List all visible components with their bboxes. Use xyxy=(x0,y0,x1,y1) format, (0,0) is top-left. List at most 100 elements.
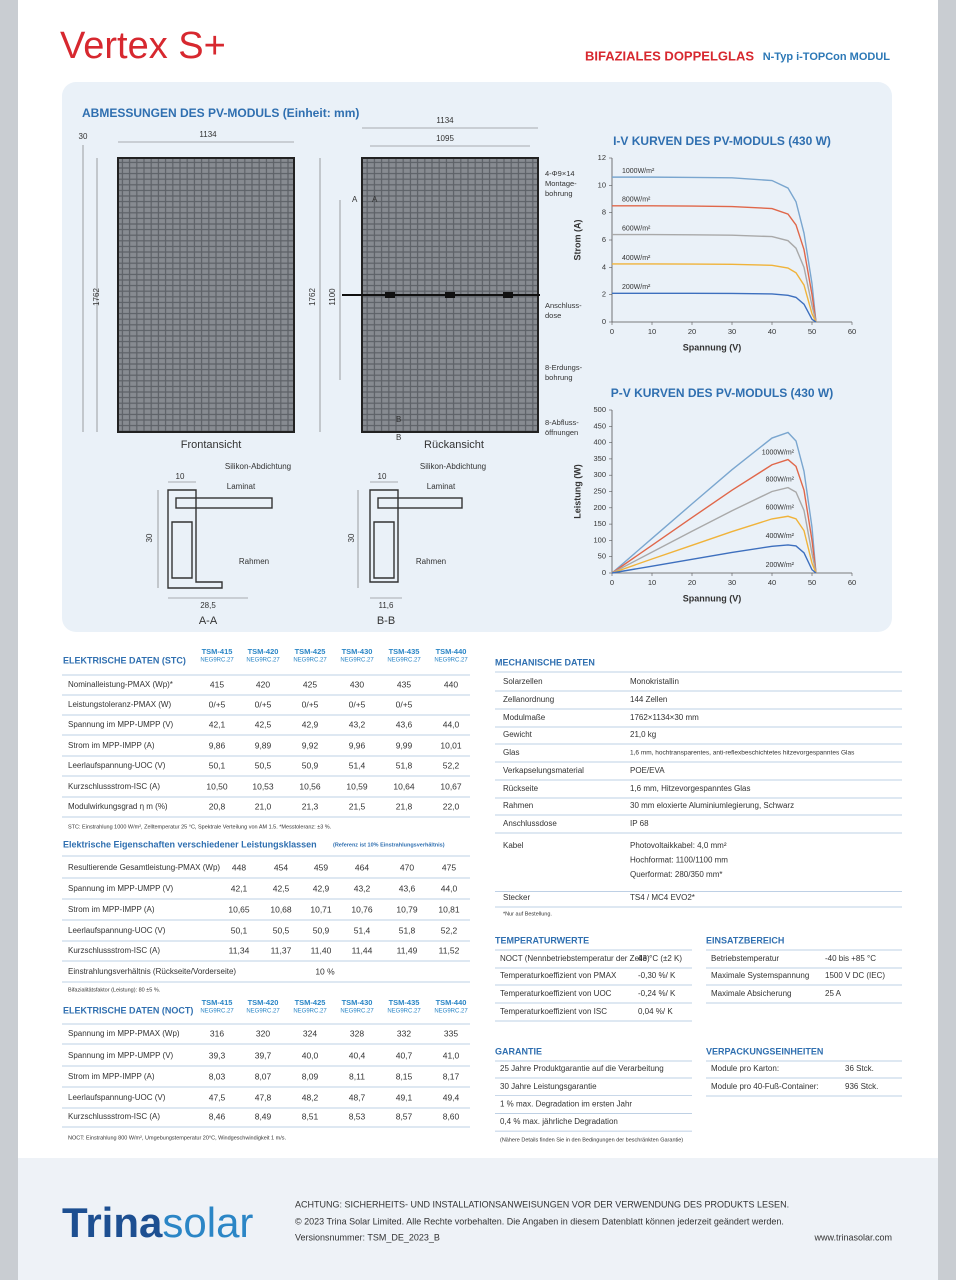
cell: 10,79 xyxy=(396,904,418,914)
cell: 21,5 xyxy=(349,801,366,811)
product-type: N-Typ i-TOPCon MODUL xyxy=(763,51,891,63)
table-title: EINSATZBEREICH xyxy=(706,935,784,945)
series-line xyxy=(612,292,817,323)
cell: 11,40 xyxy=(311,945,332,955)
series-label: 600W/m² xyxy=(766,504,795,511)
table-title: ELEKTRISCHE DATEN (NOCT) xyxy=(63,1005,193,1015)
cell: 10,71 xyxy=(310,904,332,914)
cell: 8,51 xyxy=(302,1111,319,1121)
cell: 21,8 xyxy=(396,801,413,811)
cell: 440 xyxy=(444,679,458,689)
model-name: TSM-415 xyxy=(202,647,233,656)
model-code: NEG9RC.27 xyxy=(246,658,280,664)
cell: 10,56 xyxy=(299,781,321,791)
cell: 459 xyxy=(314,862,328,872)
cell: 50,1 xyxy=(231,925,248,935)
cell: 0/+5 xyxy=(255,699,272,709)
y-tick-label: 2 xyxy=(602,290,606,299)
cell: 10,65 xyxy=(228,904,250,914)
cell: 9,96 xyxy=(349,740,366,750)
model-code: NEG9RC.27 xyxy=(340,658,374,664)
cell: 448 xyxy=(232,862,246,872)
cell: 435 xyxy=(397,679,411,689)
dim-label: 30 xyxy=(347,533,356,542)
x-tick-label: 10 xyxy=(648,327,656,336)
series-line xyxy=(611,515,817,574)
row-label: Kabel xyxy=(503,841,524,850)
cell: 49,1 xyxy=(396,1092,413,1102)
cell: 40,4 xyxy=(349,1050,366,1060)
module-front xyxy=(117,157,295,433)
cell: 48,7 xyxy=(349,1092,366,1102)
row-label: NOCT (Nennbetriebstemperatur der Zelle) xyxy=(500,954,650,963)
x-axis-label: Spannung (V) xyxy=(683,593,742,603)
dim-label: 30 xyxy=(145,533,154,542)
series-label: 400W/m² xyxy=(766,533,795,540)
dim-label: 10 xyxy=(176,472,185,481)
dim-label: 1762 xyxy=(92,288,101,306)
row-label: 0,4 % max. jährliche Degradation xyxy=(500,1117,618,1126)
x-tick-label: 0 xyxy=(610,327,614,336)
cell: 42,9 xyxy=(302,719,319,729)
cell: 430 xyxy=(350,679,364,689)
cell: 43,6 xyxy=(399,883,416,893)
x-tick-label: 20 xyxy=(688,578,696,587)
cell: 0/+5 xyxy=(349,699,366,709)
footer-line: © 2023 Trina Solar Limited. Alle Rechte … xyxy=(295,1216,784,1226)
cell: 51,8 xyxy=(396,760,413,770)
cell: 11,37 xyxy=(271,945,292,955)
y-tick-label: 50 xyxy=(598,552,606,561)
cell: 51,8 xyxy=(399,925,416,935)
cell: 41,0 xyxy=(443,1050,460,1060)
cell: 10,68 xyxy=(270,904,292,914)
cell: 425 xyxy=(303,679,317,689)
view-label: Rückansicht xyxy=(424,439,484,451)
cell: 11,49 xyxy=(397,945,418,955)
brand-a: Trina xyxy=(62,1199,163,1246)
cell: -40 bis +85 °C xyxy=(825,954,876,963)
cell: -0,24 %/ K xyxy=(638,989,676,998)
row-label: Spannung im MPP-PMAX (Wp) xyxy=(68,1029,180,1038)
model-code: NEG9RC.27 xyxy=(340,1009,374,1015)
note: NOCT: Einstrahlung 800 W/m², Umgebungste… xyxy=(68,1135,286,1141)
cell: 328 xyxy=(350,1028,364,1038)
y-tick-label: 6 xyxy=(602,235,606,244)
series-label: 1000W/m² xyxy=(762,449,795,456)
cell: 51,4 xyxy=(349,760,366,770)
dim-label: 1762 xyxy=(308,288,317,306)
cell: -0,30 %/ K xyxy=(638,971,676,980)
row-label: Leerlaufspannung-UOC (V) xyxy=(68,1093,166,1102)
y-axis-label: Leistung (W) xyxy=(572,464,582,519)
cell: 8,17 xyxy=(443,1071,460,1081)
cell: 51,4 xyxy=(354,925,371,935)
section-mark: B xyxy=(396,433,401,442)
cell: 0,04 %/ K xyxy=(638,1007,673,1016)
cell: 44,0 xyxy=(443,719,460,729)
footer-brand: Trinasolar xyxy=(62,1199,253,1246)
cell: 8,07 xyxy=(255,1071,272,1081)
table-title: Elektrische Eigenschaften verschiedener … xyxy=(63,839,317,849)
y-tick-label: 4 xyxy=(602,262,606,271)
cell: 30 mm eloxierte Aluminiumlegierung, Schw… xyxy=(630,801,794,810)
cell: 36 Stck. xyxy=(845,1064,874,1073)
series-line xyxy=(612,176,817,323)
row-label: Stecker xyxy=(503,893,530,902)
row-label: Anschlussdose xyxy=(503,819,557,828)
junction-box xyxy=(385,292,395,298)
cell: 21,0 xyxy=(255,801,272,811)
callout: Rahmen xyxy=(239,557,269,566)
row-label: Nominalleistung-PMAX (Wp)* xyxy=(68,680,173,689)
note: STC: Einstrahlung 1000 W/m², Zelltempera… xyxy=(68,824,332,830)
row-label: Maximale Absicherung xyxy=(711,989,791,998)
model-code: NEG9RC.27 xyxy=(387,658,421,664)
cell: 21,3 xyxy=(302,801,319,811)
footer-band xyxy=(18,1158,938,1280)
section-title: ABMESSUNGEN DES PV-MODULS (Einheit: mm) xyxy=(82,106,359,120)
row-label: Module pro 40-Fuß-Container: xyxy=(711,1082,819,1091)
product: BIFAZIALES DOPPELGLAS xyxy=(585,48,754,63)
cell: 1,6 mm, hochtransparentes, anti-reflexbe… xyxy=(630,750,855,757)
annotation: 8-Abfluss- xyxy=(545,418,579,427)
row-label: Strom im MPP-IMPP (A) xyxy=(68,741,155,750)
model-name: TSM-440 xyxy=(436,998,467,1007)
annotation: Montage- xyxy=(545,179,577,188)
